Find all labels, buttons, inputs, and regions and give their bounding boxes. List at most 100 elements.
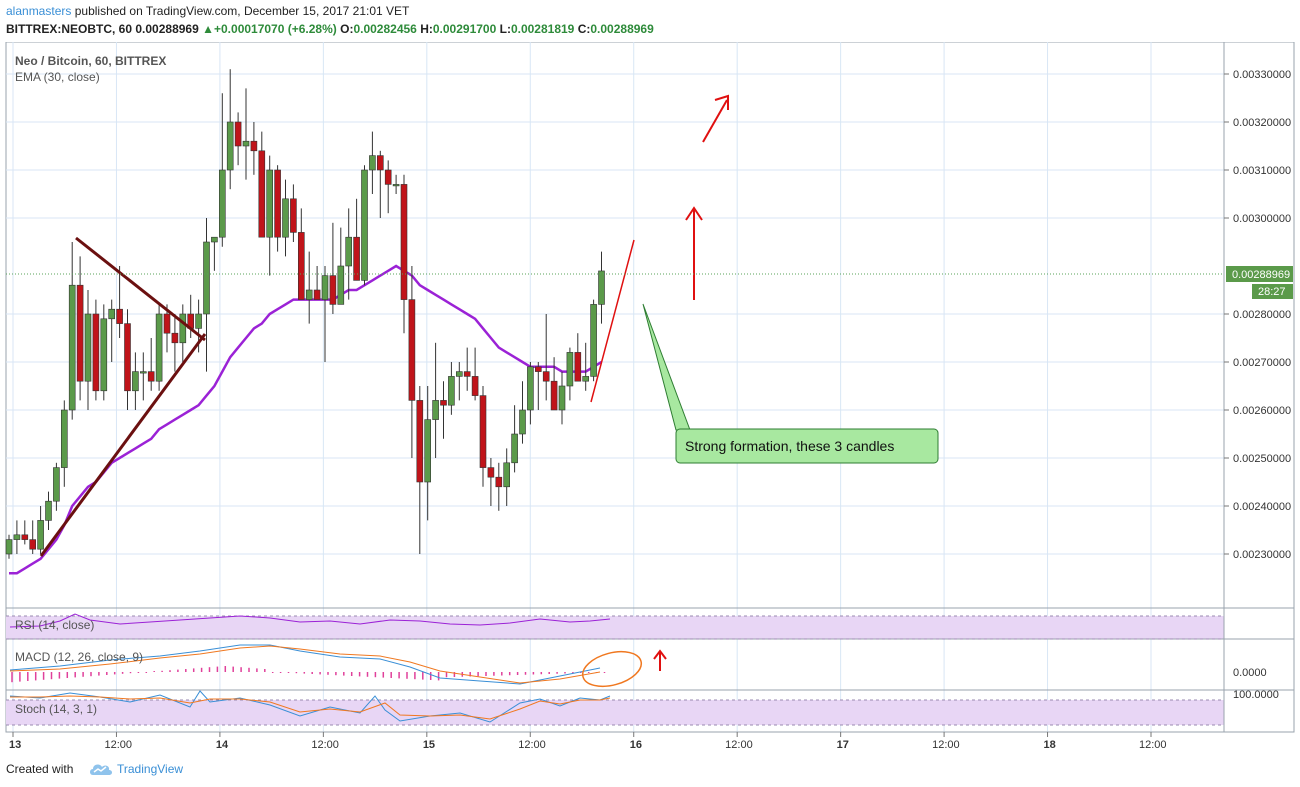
candle-body-up bbox=[45, 500, 52, 521]
candle bbox=[108, 299, 115, 362]
author-link[interactable]: alanmasters bbox=[6, 4, 72, 18]
candle bbox=[479, 386, 487, 487]
candle-body-up bbox=[68, 284, 76, 411]
candle bbox=[353, 198, 360, 281]
y-tick-label: 0.00240000 bbox=[1233, 501, 1291, 513]
change-value: +0.00017070 (+6.28%) bbox=[214, 22, 337, 36]
candle bbox=[329, 222, 337, 314]
candle bbox=[147, 338, 155, 391]
candle bbox=[297, 208, 305, 300]
candle-body-down bbox=[124, 323, 131, 392]
x-tick-label: 12:00 bbox=[932, 739, 960, 751]
candle-body-down bbox=[550, 380, 558, 411]
candle-body-up bbox=[566, 352, 574, 387]
candle-body-down bbox=[171, 332, 179, 344]
candle bbox=[234, 112, 242, 166]
candle bbox=[92, 299, 100, 401]
candle bbox=[100, 304, 108, 401]
triangle-lower-trendline[interactable] bbox=[39, 333, 207, 557]
y-tick-label: 0.00230000 bbox=[1233, 549, 1291, 561]
candle-body-down bbox=[147, 371, 155, 382]
candle bbox=[424, 386, 432, 521]
candle bbox=[400, 174, 408, 334]
callout-box[interactable] bbox=[675, 428, 939, 464]
candle-body-down bbox=[376, 155, 384, 171]
candle-body-down bbox=[574, 352, 582, 382]
candle bbox=[455, 362, 463, 401]
candle-body-down bbox=[313, 289, 321, 300]
candle-body-up bbox=[242, 140, 250, 147]
y-tick-label: 0.00280000 bbox=[1233, 309, 1291, 321]
candle-body-up bbox=[519, 409, 526, 435]
candle bbox=[155, 304, 163, 391]
candle-body-down bbox=[297, 232, 305, 300]
candle bbox=[68, 242, 76, 420]
x-tick-label: 12:00 bbox=[1139, 739, 1167, 751]
x-tick-label: 12:00 bbox=[311, 739, 339, 751]
candle bbox=[203, 218, 210, 372]
candle bbox=[266, 155, 274, 276]
price-scale[interactable]: 0.00330000 0.00320000 0.00310000 0.00300000… bbox=[1224, 69, 1291, 561]
candle-body-down bbox=[290, 198, 297, 233]
candle-body-up bbox=[503, 462, 511, 488]
price-chart[interactable]: Strong formation, these 3 candles Neo / … bbox=[0, 42, 1300, 758]
close-value: 0.00288969 bbox=[590, 22, 654, 36]
candle-body-up bbox=[598, 270, 605, 305]
candle-body-down bbox=[92, 313, 100, 392]
candle-body-up bbox=[5, 539, 13, 555]
ema-legend: EMA (30, close) bbox=[15, 70, 100, 84]
candle-body-up bbox=[266, 169, 274, 238]
candle bbox=[408, 266, 416, 458]
x-tick-label: 16 bbox=[630, 739, 642, 751]
tradingview-link[interactable]: TradingView bbox=[117, 762, 184, 776]
candle bbox=[590, 299, 597, 382]
candle-body-down bbox=[408, 299, 416, 401]
candle bbox=[558, 371, 566, 425]
candle-body-up bbox=[369, 155, 376, 171]
y-tick-label: 0.00330000 bbox=[1233, 69, 1291, 81]
candle-body-up bbox=[155, 313, 163, 382]
candle-body-down bbox=[542, 371, 550, 382]
candle-body-up bbox=[432, 400, 439, 420]
countdown-text: 28:27 bbox=[1258, 286, 1286, 298]
candle-body-down bbox=[440, 400, 447, 406]
candle bbox=[321, 266, 329, 362]
candle bbox=[179, 304, 187, 362]
candle bbox=[345, 208, 353, 300]
stoch-legend: Stoch (14, 3, 1) bbox=[15, 702, 97, 716]
candle-body-down bbox=[534, 366, 542, 372]
rsi-legend: RSI (14, close) bbox=[15, 618, 94, 632]
momentum-line[interactable] bbox=[590, 239, 635, 403]
macd-legend: MACD (12, 26, close, 9) bbox=[15, 650, 143, 664]
candle-body-up bbox=[361, 169, 368, 281]
candle bbox=[290, 184, 297, 242]
last-price-badge bbox=[1226, 266, 1293, 282]
y-tick-label: 0.00320000 bbox=[1233, 117, 1291, 129]
candle bbox=[313, 266, 321, 300]
low-value: 0.00281819 bbox=[510, 22, 575, 36]
x-tick-label: 14 bbox=[216, 739, 229, 751]
candle bbox=[527, 362, 534, 425]
candle bbox=[140, 352, 147, 401]
candle-body-up bbox=[282, 198, 289, 238]
candle-body-up bbox=[527, 366, 534, 411]
target-arrow-shaft[interactable] bbox=[702, 99, 728, 143]
candle-body-up bbox=[132, 371, 139, 392]
stoch-d-line bbox=[10, 695, 611, 720]
candle bbox=[534, 362, 542, 410]
candle bbox=[542, 314, 550, 401]
candle bbox=[53, 462, 60, 511]
y-tick-label: 0.00260000 bbox=[1233, 405, 1291, 417]
chart-header: alanmasters published on TradingView.com… bbox=[0, 0, 1300, 42]
candle-body-up bbox=[195, 313, 202, 329]
rsi-line bbox=[9, 613, 611, 628]
candle-body-down bbox=[116, 308, 123, 324]
time-scale[interactable]: 13 12:00 14 12:00 15 12:00 16 12:00 17 12:00 18 12:… bbox=[9, 732, 1167, 751]
symbol-quote-line: BITTREX:NEOBTC, 60 0.00288969 ▲+0.000170… bbox=[6, 22, 654, 36]
last-price: 0.00288969 bbox=[135, 22, 199, 36]
candle-body-up bbox=[219, 169, 226, 238]
candle bbox=[84, 290, 92, 410]
triangle-upper-trendline[interactable] bbox=[75, 236, 206, 342]
candle bbox=[448, 362, 455, 415]
candle-body-down bbox=[487, 467, 495, 478]
